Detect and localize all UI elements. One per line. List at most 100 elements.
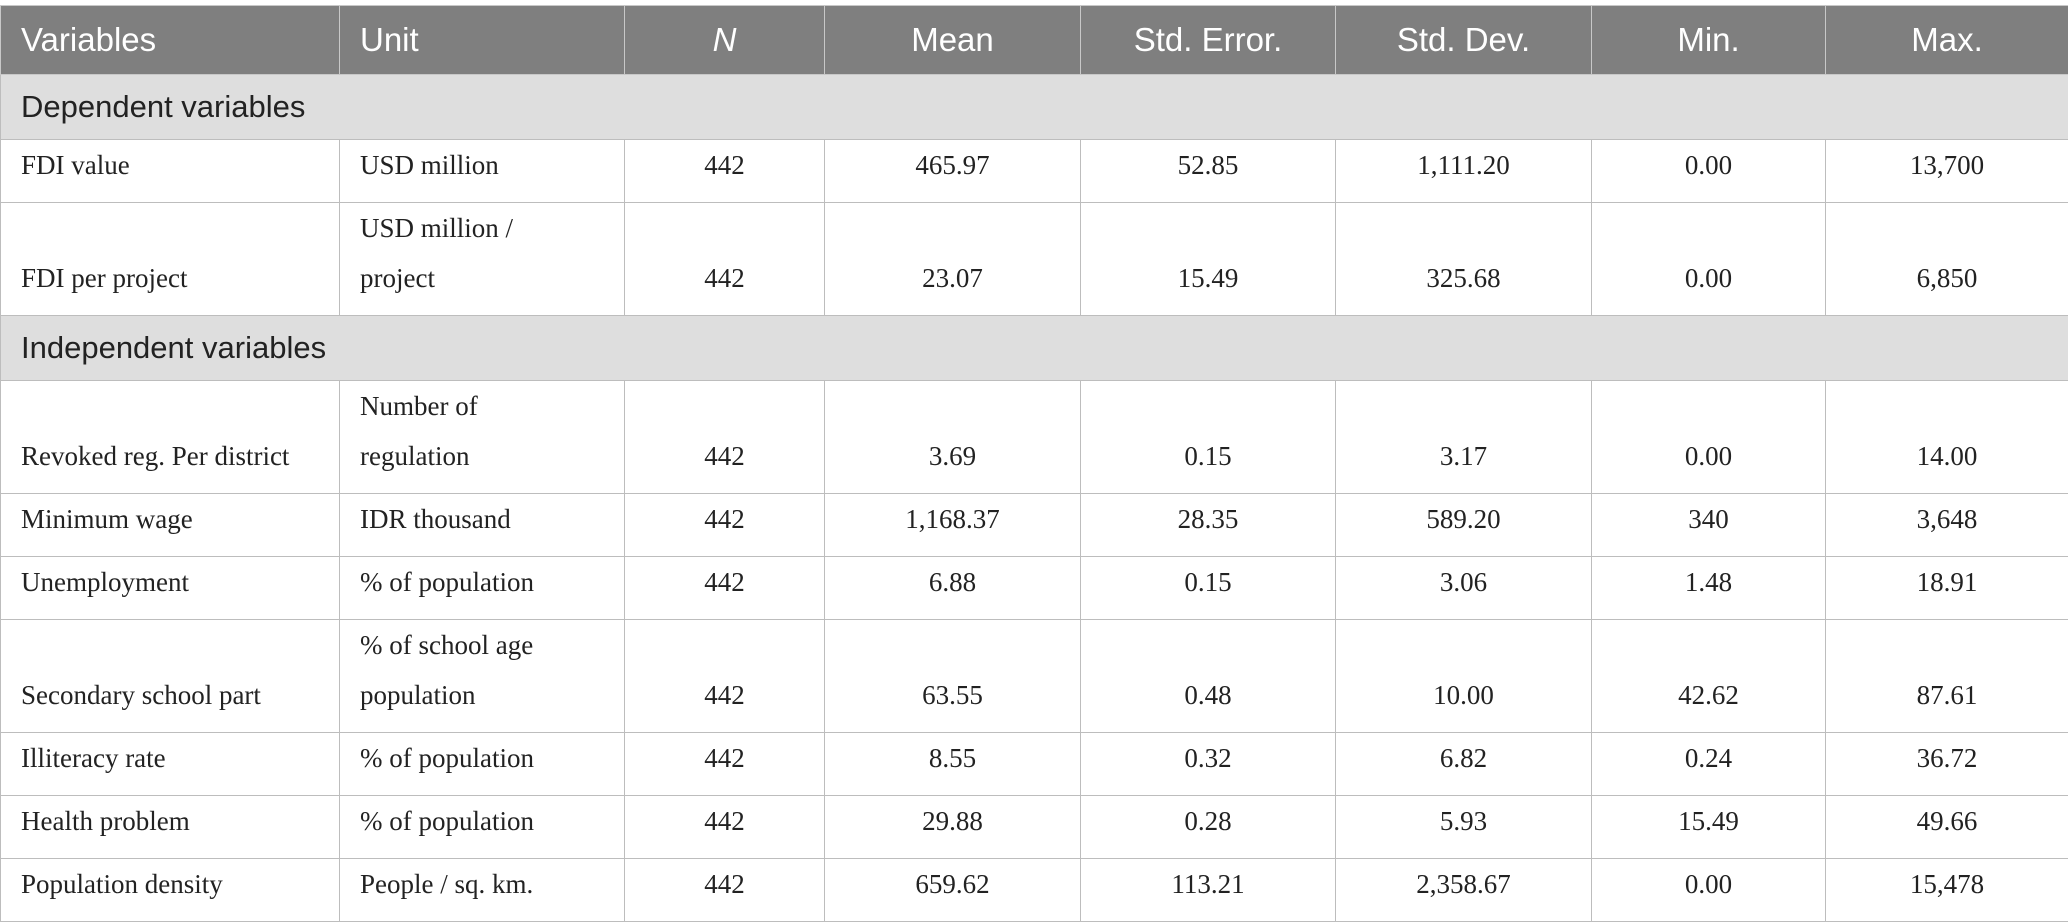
unit-line: regulation bbox=[360, 441, 470, 471]
value-cell: 0.00 bbox=[1591, 380, 1826, 494]
value-cell: 3.69 bbox=[824, 380, 1081, 494]
value-cell: 10.00 bbox=[1335, 619, 1592, 733]
unit-line: population bbox=[360, 680, 476, 710]
data-row: Secondary school part % of school age popu… bbox=[0, 619, 2068, 733]
value-cell: 6.82 bbox=[1335, 732, 1592, 796]
value-cell: 0.28 bbox=[1080, 795, 1336, 859]
unit-cell: IDR thousand bbox=[339, 493, 625, 557]
data-row: Population density People / sq. km. 442 659… bbox=[0, 858, 2068, 922]
value-cell: 2,358.67 bbox=[1335, 858, 1592, 922]
header-cell: Std. Dev. bbox=[1335, 5, 1592, 75]
unit-cell: USD million / project bbox=[339, 202, 625, 316]
variable-cell: FDI value bbox=[0, 139, 340, 203]
value-cell: 442 bbox=[624, 858, 825, 922]
value-cell: 442 bbox=[624, 619, 825, 733]
header-cell: Variables bbox=[0, 5, 340, 75]
header-cell: Unit bbox=[339, 5, 625, 75]
stats-table: Variables Unit N Mean Std. Error. Std. Dev. Mi… bbox=[0, 5, 2068, 922]
value-cell: 15.49 bbox=[1080, 202, 1336, 316]
data-row: Unemployment % of population 442 6.88 0.15 3.… bbox=[0, 556, 2068, 620]
value-cell: 0.00 bbox=[1591, 202, 1826, 316]
unit-cell: % of school age population bbox=[339, 619, 625, 733]
data-row: FDI per project USD million / project 442 23… bbox=[0, 202, 2068, 316]
value-cell: 0.48 bbox=[1080, 619, 1336, 733]
unit-line: USD million bbox=[360, 150, 499, 180]
value-cell: 589.20 bbox=[1335, 493, 1592, 557]
section-title: Dependent variables bbox=[0, 74, 2068, 140]
value-cell: 1.48 bbox=[1591, 556, 1826, 620]
unit-cell: % of population bbox=[339, 556, 625, 620]
variable-cell: Population density bbox=[0, 858, 340, 922]
table-body: Dependent variables FDI value USD million 4… bbox=[0, 74, 2068, 922]
unit-line: People / sq. km. bbox=[360, 869, 534, 899]
unit-line: IDR thousand bbox=[360, 504, 511, 534]
value-cell: 442 bbox=[624, 556, 825, 620]
value-cell: 0.00 bbox=[1591, 858, 1826, 922]
value-cell: 442 bbox=[624, 732, 825, 796]
value-cell: 15.49 bbox=[1591, 795, 1826, 859]
unit-cell: Number of regulation bbox=[339, 380, 625, 494]
unit-cell: USD million bbox=[339, 139, 625, 203]
value-cell: 3.06 bbox=[1335, 556, 1592, 620]
value-cell: 8.55 bbox=[824, 732, 1081, 796]
data-row: Minimum wage IDR thousand 442 1,168.37 28.35… bbox=[0, 493, 2068, 557]
data-row: Health problem % of population 442 29.88 0.2… bbox=[0, 795, 2068, 859]
value-cell: 442 bbox=[624, 202, 825, 316]
unit-line: % of population bbox=[360, 743, 534, 773]
header-cell: Std. Error. bbox=[1080, 5, 1336, 75]
value-cell: 0.15 bbox=[1080, 556, 1336, 620]
value-cell: 52.85 bbox=[1080, 139, 1336, 203]
value-cell: 0.24 bbox=[1591, 732, 1826, 796]
section-row: Dependent variables bbox=[0, 74, 2068, 140]
variable-cell: Unemployment bbox=[0, 556, 340, 620]
value-cell: 442 bbox=[624, 493, 825, 557]
data-row: Illiteracy rate % of population 442 8.55 0.3… bbox=[0, 732, 2068, 796]
value-cell: 87.61 bbox=[1825, 619, 2068, 733]
data-row: FDI value USD million 442 465.97 52.85 1,111.… bbox=[0, 139, 2068, 203]
value-cell: 5.93 bbox=[1335, 795, 1592, 859]
unit-line: % of school age bbox=[360, 630, 534, 660]
header-cell: Max. bbox=[1825, 5, 2068, 75]
unit-line: Number of bbox=[360, 391, 478, 421]
value-cell: 0.15 bbox=[1080, 380, 1336, 494]
value-cell: 28.35 bbox=[1080, 493, 1336, 557]
value-cell: 1,111.20 bbox=[1335, 139, 1592, 203]
variable-cell: FDI per project bbox=[0, 202, 340, 316]
unit-line: % of population bbox=[360, 567, 534, 597]
value-cell: 340 bbox=[1591, 493, 1826, 557]
unit-line: project bbox=[360, 263, 435, 293]
value-cell: 442 bbox=[624, 795, 825, 859]
value-cell: 6.88 bbox=[824, 556, 1081, 620]
variable-cell: Secondary school part bbox=[0, 619, 340, 733]
value-cell: 0.00 bbox=[1591, 139, 1826, 203]
value-cell: 3.17 bbox=[1335, 380, 1592, 494]
section-row: Independent variables bbox=[0, 315, 2068, 381]
value-cell: 0.32 bbox=[1080, 732, 1336, 796]
header-cell: Min. bbox=[1591, 5, 1826, 75]
unit-cell: % of population bbox=[339, 795, 625, 859]
header-cell: Mean bbox=[824, 5, 1081, 75]
value-cell: 442 bbox=[624, 139, 825, 203]
section-title: Independent variables bbox=[0, 315, 2068, 381]
unit-line: USD million / bbox=[360, 213, 514, 243]
variable-cell: Revoked reg. Per district bbox=[0, 380, 340, 494]
header-row: Variables Unit N Mean Std. Error. Std. Dev. Mi… bbox=[0, 5, 2068, 75]
unit-cell: % of population bbox=[339, 732, 625, 796]
value-cell: 36.72 bbox=[1825, 732, 2068, 796]
value-cell: 42.62 bbox=[1591, 619, 1826, 733]
value-cell: 1,168.37 bbox=[824, 493, 1081, 557]
value-cell: 29.88 bbox=[824, 795, 1081, 859]
value-cell: 3,648 bbox=[1825, 493, 2068, 557]
value-cell: 325.68 bbox=[1335, 202, 1592, 316]
variable-cell: Minimum wage bbox=[0, 493, 340, 557]
value-cell: 49.66 bbox=[1825, 795, 2068, 859]
value-cell: 63.55 bbox=[824, 619, 1081, 733]
variable-cell: Health problem bbox=[0, 795, 340, 859]
data-row: Revoked reg. Per district Number of regula… bbox=[0, 380, 2068, 494]
unit-cell: People / sq. km. bbox=[339, 858, 625, 922]
value-cell: 659.62 bbox=[824, 858, 1081, 922]
value-cell: 14.00 bbox=[1825, 380, 2068, 494]
value-cell: 23.07 bbox=[824, 202, 1081, 316]
variable-cell: Illiteracy rate bbox=[0, 732, 340, 796]
